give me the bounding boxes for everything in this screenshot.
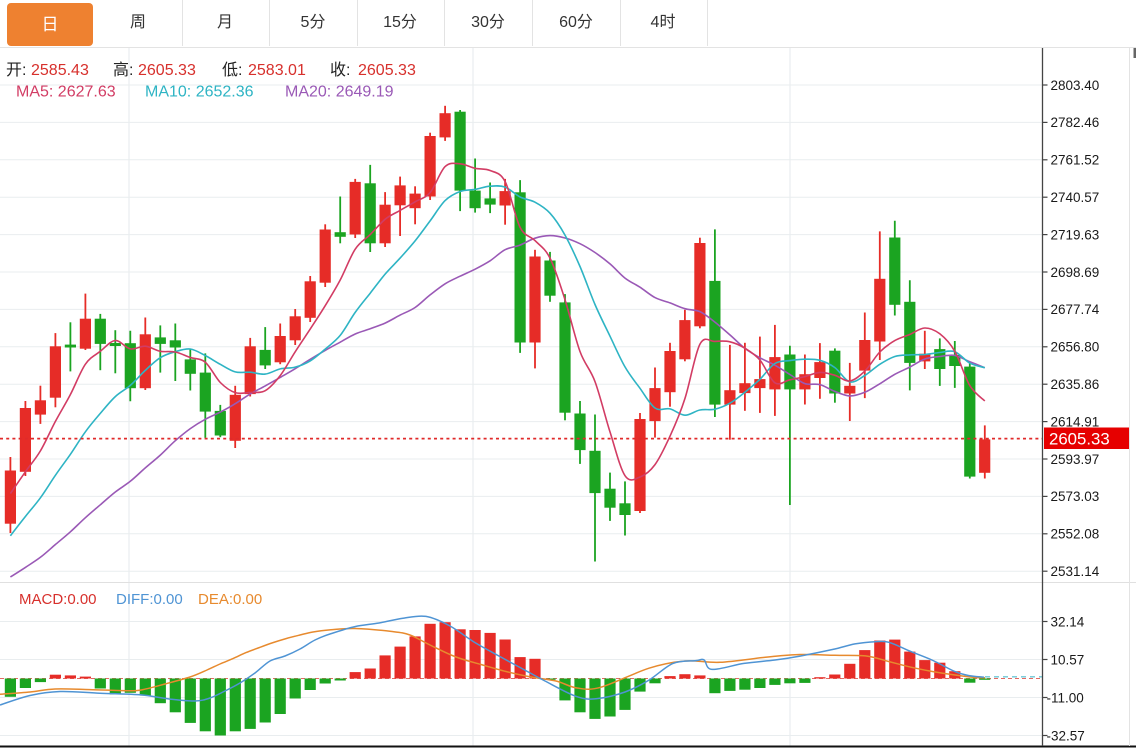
svg-text:2782.46: 2782.46 bbox=[1051, 115, 1100, 130]
svg-text:MA20: 2649.19: MA20: 2649.19 bbox=[285, 84, 394, 101]
svg-text:2552.08: 2552.08 bbox=[1051, 527, 1100, 542]
svg-text:2573.03: 2573.03 bbox=[1051, 489, 1100, 504]
svg-text:2585.43: 2585.43 bbox=[31, 62, 89, 79]
svg-text:10.57: 10.57 bbox=[1051, 652, 1085, 667]
svg-text:2583.01: 2583.01 bbox=[248, 62, 306, 79]
svg-text:32.14: 32.14 bbox=[1051, 614, 1085, 629]
svg-text:2605.33: 2605.33 bbox=[1049, 430, 1110, 449]
svg-text:高:: 高: bbox=[113, 61, 133, 79]
svg-text:-11.00: -11.00 bbox=[1047, 690, 1084, 705]
svg-text:2803.40: 2803.40 bbox=[1051, 78, 1100, 93]
svg-text:2605.33: 2605.33 bbox=[358, 62, 416, 79]
svg-text:2531.14: 2531.14 bbox=[1051, 564, 1100, 579]
svg-text:低:: 低: bbox=[222, 61, 242, 79]
svg-text:2605.33: 2605.33 bbox=[138, 62, 196, 79]
svg-text:MACD:0.00: MACD:0.00 bbox=[19, 591, 97, 608]
svg-text:2740.57: 2740.57 bbox=[1051, 190, 1100, 205]
svg-text:MA10: 2652.36: MA10: 2652.36 bbox=[145, 84, 254, 101]
svg-text:DEA:0.00: DEA:0.00 bbox=[198, 591, 262, 608]
svg-text:开:: 开: bbox=[6, 62, 26, 79]
svg-text:2719.63: 2719.63 bbox=[1051, 227, 1100, 242]
svg-text:收:: 收: bbox=[330, 61, 350, 79]
svg-text:2698.69: 2698.69 bbox=[1051, 265, 1100, 280]
svg-text:2656.80: 2656.80 bbox=[1051, 340, 1100, 355]
svg-text:2635.86: 2635.86 bbox=[1051, 377, 1100, 392]
svg-text:-32.57: -32.57 bbox=[1047, 728, 1085, 743]
svg-text:2761.52: 2761.52 bbox=[1051, 153, 1100, 168]
svg-text:2614.91: 2614.91 bbox=[1051, 414, 1100, 429]
svg-text:MA5: 2627.63: MA5: 2627.63 bbox=[16, 84, 116, 101]
svg-text:2593.97: 2593.97 bbox=[1051, 452, 1100, 467]
svg-text:2677.74: 2677.74 bbox=[1051, 302, 1100, 317]
svg-text:DIFF:0.00: DIFF:0.00 bbox=[116, 591, 183, 608]
